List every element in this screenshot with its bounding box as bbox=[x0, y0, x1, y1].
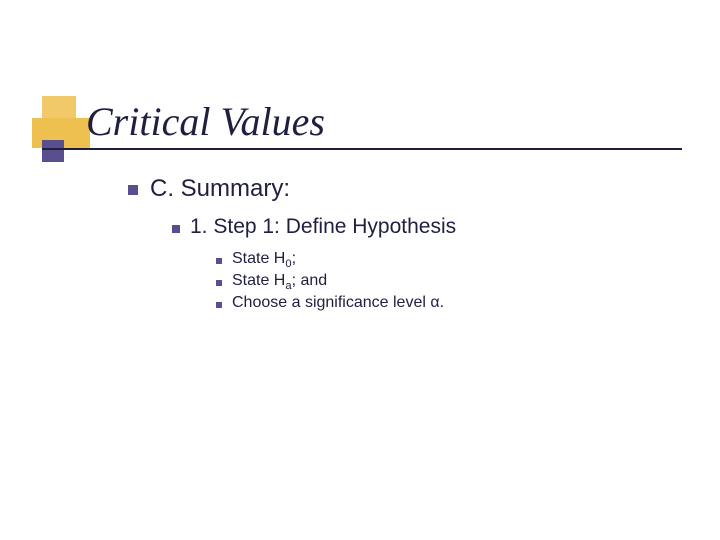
bullet-level3 bbox=[216, 302, 222, 308]
text-level3: State Ha; and bbox=[232, 272, 327, 292]
bullet-level3 bbox=[216, 280, 222, 286]
text-level2: 1. Step 1: Define Hypothesis bbox=[190, 215, 456, 239]
title-underline bbox=[42, 148, 682, 150]
accent-block-purple bbox=[42, 140, 64, 162]
bullet-level1 bbox=[128, 185, 138, 195]
bullet-level3 bbox=[216, 258, 222, 264]
text-level1: C. Summary: bbox=[150, 175, 290, 203]
text-level3: Choose a significance level α. bbox=[232, 294, 444, 312]
text-level3: State H0; bbox=[232, 250, 296, 270]
slide-title: Critical Values bbox=[86, 98, 325, 145]
bullet-level2 bbox=[172, 225, 180, 233]
